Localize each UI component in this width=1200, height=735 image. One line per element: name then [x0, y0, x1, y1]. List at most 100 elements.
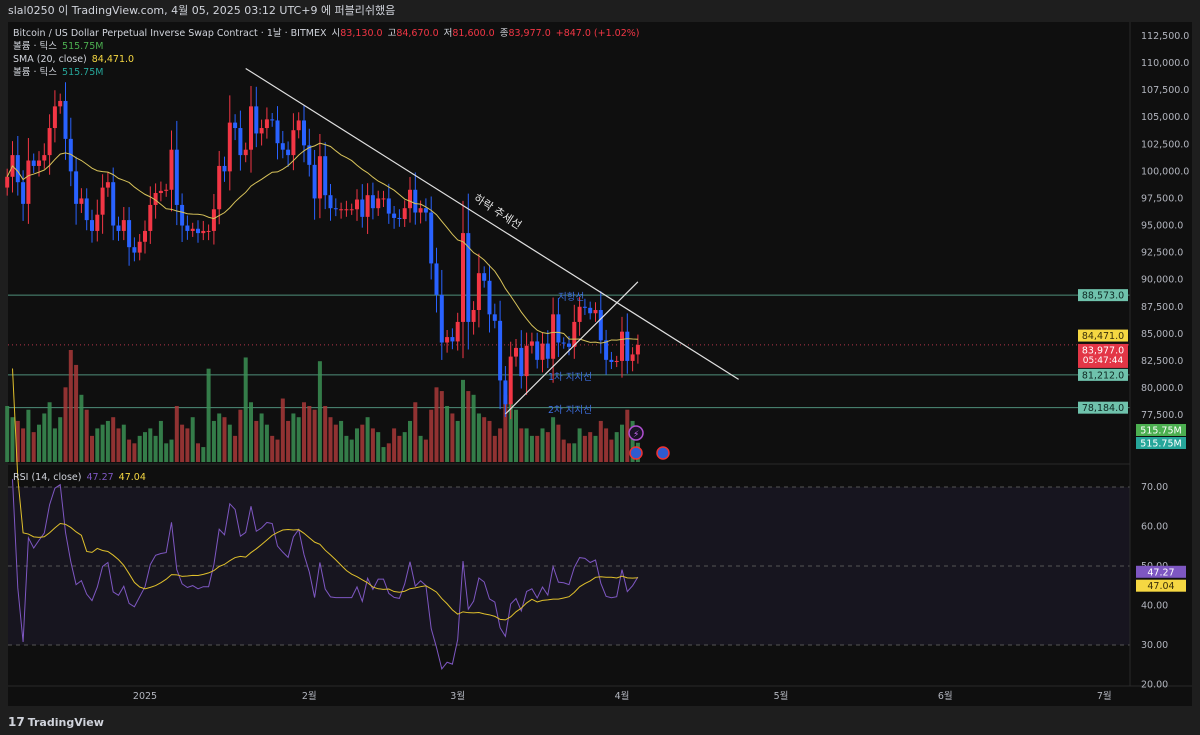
volume1-badge-bg	[1136, 424, 1186, 436]
candle-body	[201, 230, 206, 234]
candle-body	[344, 209, 349, 211]
volume-bar	[344, 435, 349, 462]
candle-body	[376, 198, 381, 209]
main-legend: Bitcoin / US Dollar Perpetual Inverse Sw…	[13, 28, 639, 483]
volume-bar	[604, 428, 609, 462]
sma-price-badge: 84,471.0	[1082, 331, 1124, 342]
candle-body	[434, 263, 439, 295]
volume-bar	[95, 428, 100, 462]
us-flag-event-icon[interactable]	[629, 446, 643, 460]
last-price-badge-bg	[1078, 343, 1128, 368]
volume-bar	[582, 435, 587, 462]
candle-body	[227, 122, 232, 172]
volume-bar	[243, 357, 248, 462]
candle-body	[264, 119, 269, 129]
price-tick-label: 110,000.0	[1141, 58, 1189, 69]
volume-bar	[328, 417, 333, 462]
volume-bar	[291, 413, 296, 462]
volume-bar	[233, 435, 238, 462]
sma-legend-value: 84,471.0	[92, 54, 134, 65]
candle-body	[132, 247, 137, 253]
candle-body	[625, 331, 630, 361]
candle-body	[635, 344, 640, 355]
volume-bar	[524, 428, 529, 462]
volume-bar	[169, 439, 174, 462]
lightning-event-icon[interactable]	[628, 425, 644, 441]
candle-body	[302, 120, 306, 146]
support1-label[interactable]: 1차 지지선	[548, 371, 592, 383]
volume-bar	[471, 394, 476, 462]
volume-bar	[42, 413, 47, 462]
volume-bar	[132, 443, 137, 462]
price-tick-label: 105,000.0	[1141, 112, 1189, 123]
logo-mark-icon: 17	[8, 715, 25, 729]
volume-bar	[492, 435, 497, 462]
candle-body	[153, 193, 158, 205]
candle-body	[42, 155, 47, 161]
candle-body	[604, 340, 609, 360]
candle-body	[137, 241, 142, 253]
price-tick-label: 112,500.0	[1141, 31, 1189, 42]
candle-body	[588, 307, 593, 314]
volume1-badge: 515.75M	[1140, 426, 1181, 437]
volume-bar	[58, 417, 63, 462]
svg-text:Bitcoin / US Dollar Perpetual: Bitcoin / US Dollar Perpetual Inverse Sw…	[13, 28, 639, 39]
candle-body	[270, 119, 275, 121]
volume2-badge-bg	[1136, 437, 1186, 449]
uptrend-trendline[interactable]	[504, 281, 639, 415]
candle-body	[487, 280, 492, 315]
volume-bar	[630, 420, 635, 462]
volume-bar	[423, 439, 428, 462]
time-tick-label: 3월	[450, 690, 465, 702]
support2-label[interactable]: 2차 지지선	[548, 404, 592, 416]
volume-bar	[556, 424, 561, 462]
volume-bar	[466, 391, 471, 462]
candle-body	[540, 343, 545, 360]
volume-bar	[577, 428, 582, 462]
low-value: 81,600.0	[452, 28, 494, 39]
rsi-ma-value-badge: 47.04	[1147, 581, 1174, 592]
volume-bar	[84, 409, 89, 462]
candle-body	[323, 156, 328, 196]
candle-body	[296, 120, 301, 131]
volume-bar	[360, 424, 365, 462]
candle-body	[169, 149, 174, 190]
volume-bar	[476, 413, 481, 462]
volume-bar	[286, 420, 291, 462]
tradingview-logo[interactable]: 17 TradingView	[8, 715, 104, 729]
candle-body	[450, 337, 455, 342]
candle-body	[423, 208, 428, 213]
axes[interactable]: 112,500.0 110,000.0 107,500.0 105,000.0 102,…	[133, 31, 1189, 702]
resistance-label[interactable]: 저항선	[558, 292, 584, 303]
volume-bar	[529, 435, 534, 462]
candle-body	[312, 164, 317, 199]
candle-body	[116, 225, 121, 231]
us-flag-event-icon-2[interactable]	[656, 446, 670, 460]
volume-bar	[270, 435, 275, 462]
candle-body	[503, 380, 508, 405]
volume2-legend-value: 515.75M	[62, 67, 103, 78]
high-label: 고	[388, 28, 397, 39]
volume-bar	[482, 417, 487, 462]
candle-body	[556, 314, 561, 343]
candle-body	[397, 217, 402, 220]
downtrend-trendline[interactable]	[245, 67, 739, 380]
rsi-legend-value: 47.27	[86, 472, 113, 483]
chart-canvas[interactable]: 112,500.0 110,000.0 107,500.0 105,000.0 102,…	[0, 0, 1200, 706]
candle-body	[222, 165, 227, 172]
price-tick-label: 100,000.0	[1141, 166, 1189, 177]
volume-bar	[31, 432, 36, 462]
volume-bar	[307, 406, 312, 462]
candle-body	[328, 195, 333, 209]
volume-bar	[90, 435, 94, 462]
candle-body	[127, 220, 132, 248]
candle-body	[381, 198, 386, 200]
rsi-pane[interactable]	[8, 368, 1130, 671]
candle-body	[249, 106, 253, 150]
volume-bar	[598, 420, 603, 462]
volume-bar	[588, 432, 593, 462]
close-label: 종	[500, 28, 509, 39]
candle-body	[370, 195, 375, 209]
price-pane[interactable]	[5, 67, 1130, 462]
volume-bar	[386, 443, 391, 462]
